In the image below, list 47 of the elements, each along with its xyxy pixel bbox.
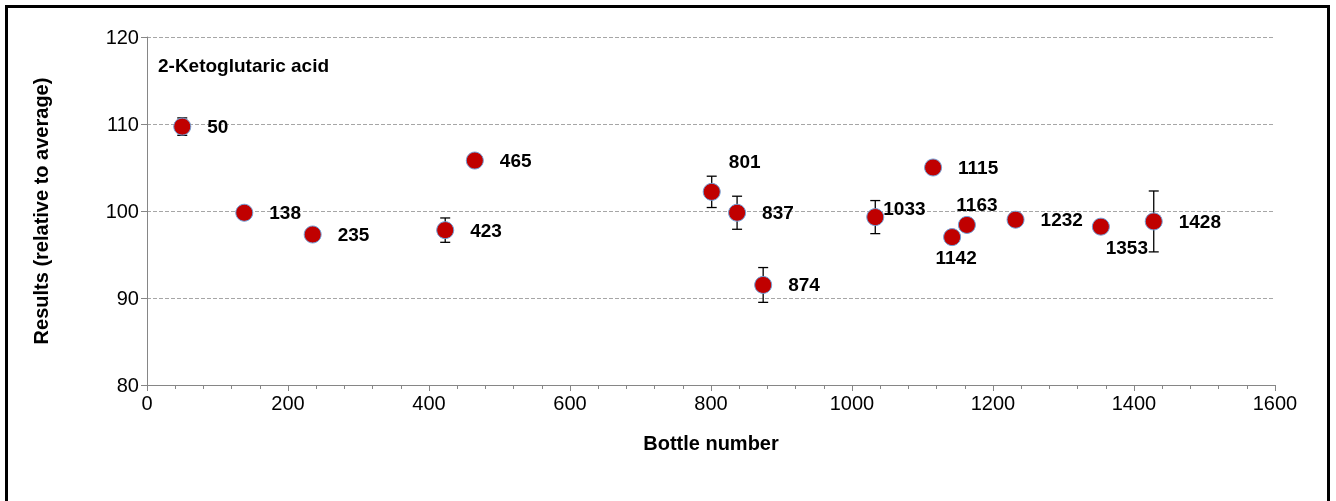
text: 2-Ketoglutaric acid xyxy=(158,55,330,76)
annotation: 1428 xyxy=(1178,210,1222,232)
x-tick-label: 1600 xyxy=(1252,392,1298,414)
x-axis-title: Bottle number xyxy=(643,432,779,454)
x-tick-label: 0 xyxy=(141,392,153,414)
x-tick-label: 1200 xyxy=(970,392,1016,414)
annotation: 423 xyxy=(470,219,502,241)
x-tick-label: 800 xyxy=(694,392,728,414)
point xyxy=(754,275,773,294)
x-tick-label: 600 xyxy=(553,392,587,414)
annotation: 837 xyxy=(762,202,794,224)
x-tick-label: 200 xyxy=(271,392,305,414)
x-tick-label: 1400 xyxy=(1111,392,1157,414)
annotation: 1033 xyxy=(883,197,926,219)
point xyxy=(1144,212,1163,231)
annotation: 1115 xyxy=(958,157,999,178)
annotation: 1142 xyxy=(935,246,977,268)
annotation: 235 xyxy=(337,223,370,245)
y-tick-label: 80 xyxy=(116,374,139,396)
annotation: 801 xyxy=(728,151,761,173)
annotation: 138 xyxy=(269,202,301,224)
point xyxy=(1091,217,1110,236)
y-tick-label: 110 xyxy=(107,113,139,135)
y-tick-label: 100 xyxy=(105,200,139,222)
point xyxy=(235,203,254,222)
point xyxy=(924,158,943,177)
x-tick-label: 1000 xyxy=(829,392,875,414)
point xyxy=(957,215,976,234)
point xyxy=(173,117,192,136)
y-axis-title: Results (relative to average) xyxy=(30,77,52,345)
point xyxy=(436,221,455,240)
annotation: 50 xyxy=(207,116,229,138)
point xyxy=(728,203,747,222)
point xyxy=(1006,210,1025,229)
point xyxy=(943,228,962,247)
annotation: 1353 xyxy=(1105,237,1149,259)
point xyxy=(866,208,885,227)
y-tick-label: 90 xyxy=(116,287,139,309)
y-tick-label: 120 xyxy=(105,26,139,48)
x-tick-label: 400 xyxy=(412,392,446,414)
annotation: 1163 xyxy=(956,194,998,216)
annotation: 465 xyxy=(499,150,532,172)
annotation: 874 xyxy=(788,274,821,296)
annotation: 1232 xyxy=(1040,209,1083,231)
point xyxy=(465,151,484,170)
point xyxy=(303,225,322,244)
point xyxy=(702,182,721,201)
